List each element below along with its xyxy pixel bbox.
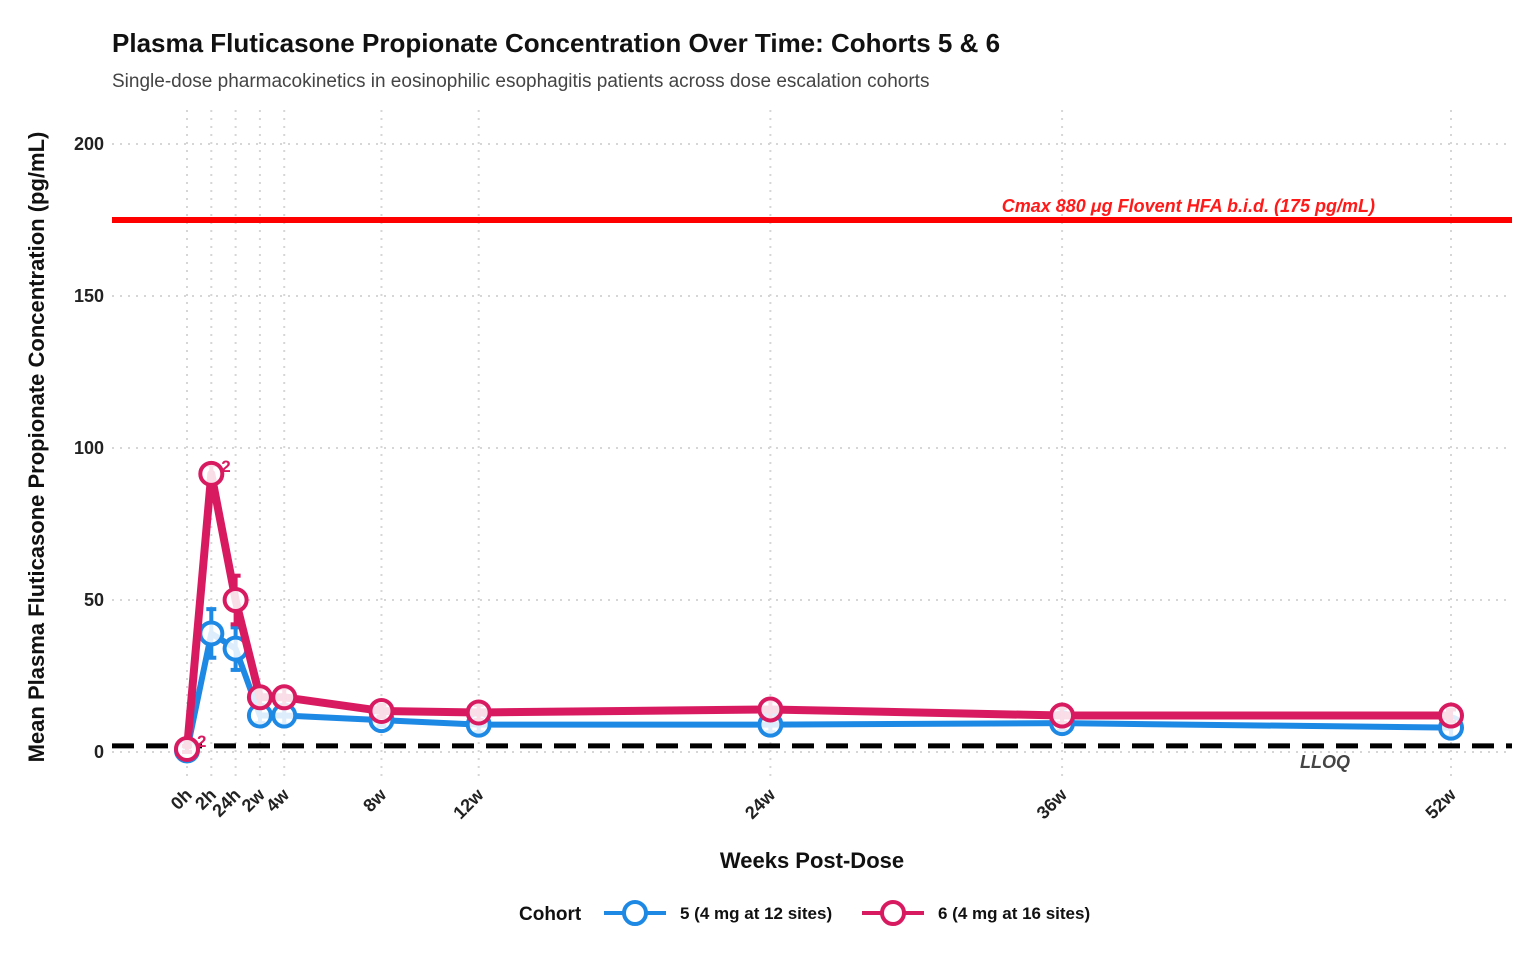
data-point bbox=[174, 735, 200, 762]
data-point bbox=[198, 460, 225, 487]
x-tick-label: 12w bbox=[449, 784, 488, 823]
legend-label: 6 (4 mg at 16 sites) bbox=[938, 904, 1090, 923]
series-line bbox=[183, 469, 1451, 750]
y-axis-title: Mean Plasma Fluticasone Propionate Conce… bbox=[24, 132, 49, 763]
x-tick-label: 24w bbox=[741, 784, 780, 823]
legend-item-cohort-5: 5 (4 mg at 12 sites) bbox=[604, 900, 832, 926]
data-point bbox=[465, 699, 492, 726]
x-tick-label: 4w bbox=[262, 784, 294, 816]
data-point bbox=[368, 697, 395, 724]
series-cohort-5 bbox=[174, 607, 1464, 764]
point-annotation: 2 bbox=[221, 457, 230, 476]
data-point bbox=[1438, 702, 1464, 729]
series-cohort-6 bbox=[174, 460, 1464, 762]
legend-item-cohort-6: 6 (4 mg at 16 sites) bbox=[862, 900, 1090, 926]
reference-lines: Cmax 880 μg Flovent HFA b.i.d. (175 pg/m… bbox=[112, 196, 1512, 772]
data-point bbox=[271, 684, 298, 711]
point-annotation: 2 bbox=[197, 732, 206, 751]
x-tick-label: 8w bbox=[359, 784, 391, 816]
legend-swatch-marker bbox=[622, 900, 648, 926]
y-tick-label: 0 bbox=[94, 742, 104, 762]
y-axis-ticks: 0 50 100 150 200 bbox=[74, 134, 104, 762]
legend-swatch-marker bbox=[880, 900, 906, 926]
annotations: 22 bbox=[197, 457, 231, 751]
y-tick-label: 150 bbox=[74, 286, 104, 306]
legend-title: Cohort bbox=[519, 904, 582, 925]
y-tick-label: 200 bbox=[74, 134, 104, 154]
x-tick-label: 36w bbox=[1033, 784, 1072, 823]
data-point bbox=[246, 684, 273, 711]
lloq-label: LLOQ bbox=[1300, 752, 1350, 772]
y-tick-label: 50 bbox=[84, 590, 104, 610]
chart-subtitle: Single-dose pharmacokinetics in eosinoph… bbox=[112, 71, 930, 92]
legend: Cohort 5 (4 mg at 12 sites) 6 (4 mg at 16… bbox=[519, 900, 1090, 926]
y-tick-label: 100 bbox=[74, 438, 104, 458]
series-line bbox=[184, 630, 1452, 752]
x-tick-label: 52w bbox=[1422, 784, 1461, 823]
chart-title: Plasma Fluticasone Propionate Concentrat… bbox=[112, 28, 1001, 58]
series bbox=[174, 460, 1464, 764]
x-axis-title: Weeks Post-Dose bbox=[720, 848, 904, 873]
legend-label: 5 (4 mg at 12 sites) bbox=[680, 904, 832, 923]
grid bbox=[112, 110, 1512, 780]
data-point bbox=[757, 696, 784, 723]
cmax-reference-label: Cmax 880 μg Flovent HFA b.i.d. (175 pg/m… bbox=[1002, 196, 1375, 216]
data-point bbox=[198, 620, 225, 647]
data-point bbox=[1049, 702, 1076, 729]
data-point bbox=[222, 587, 249, 613]
